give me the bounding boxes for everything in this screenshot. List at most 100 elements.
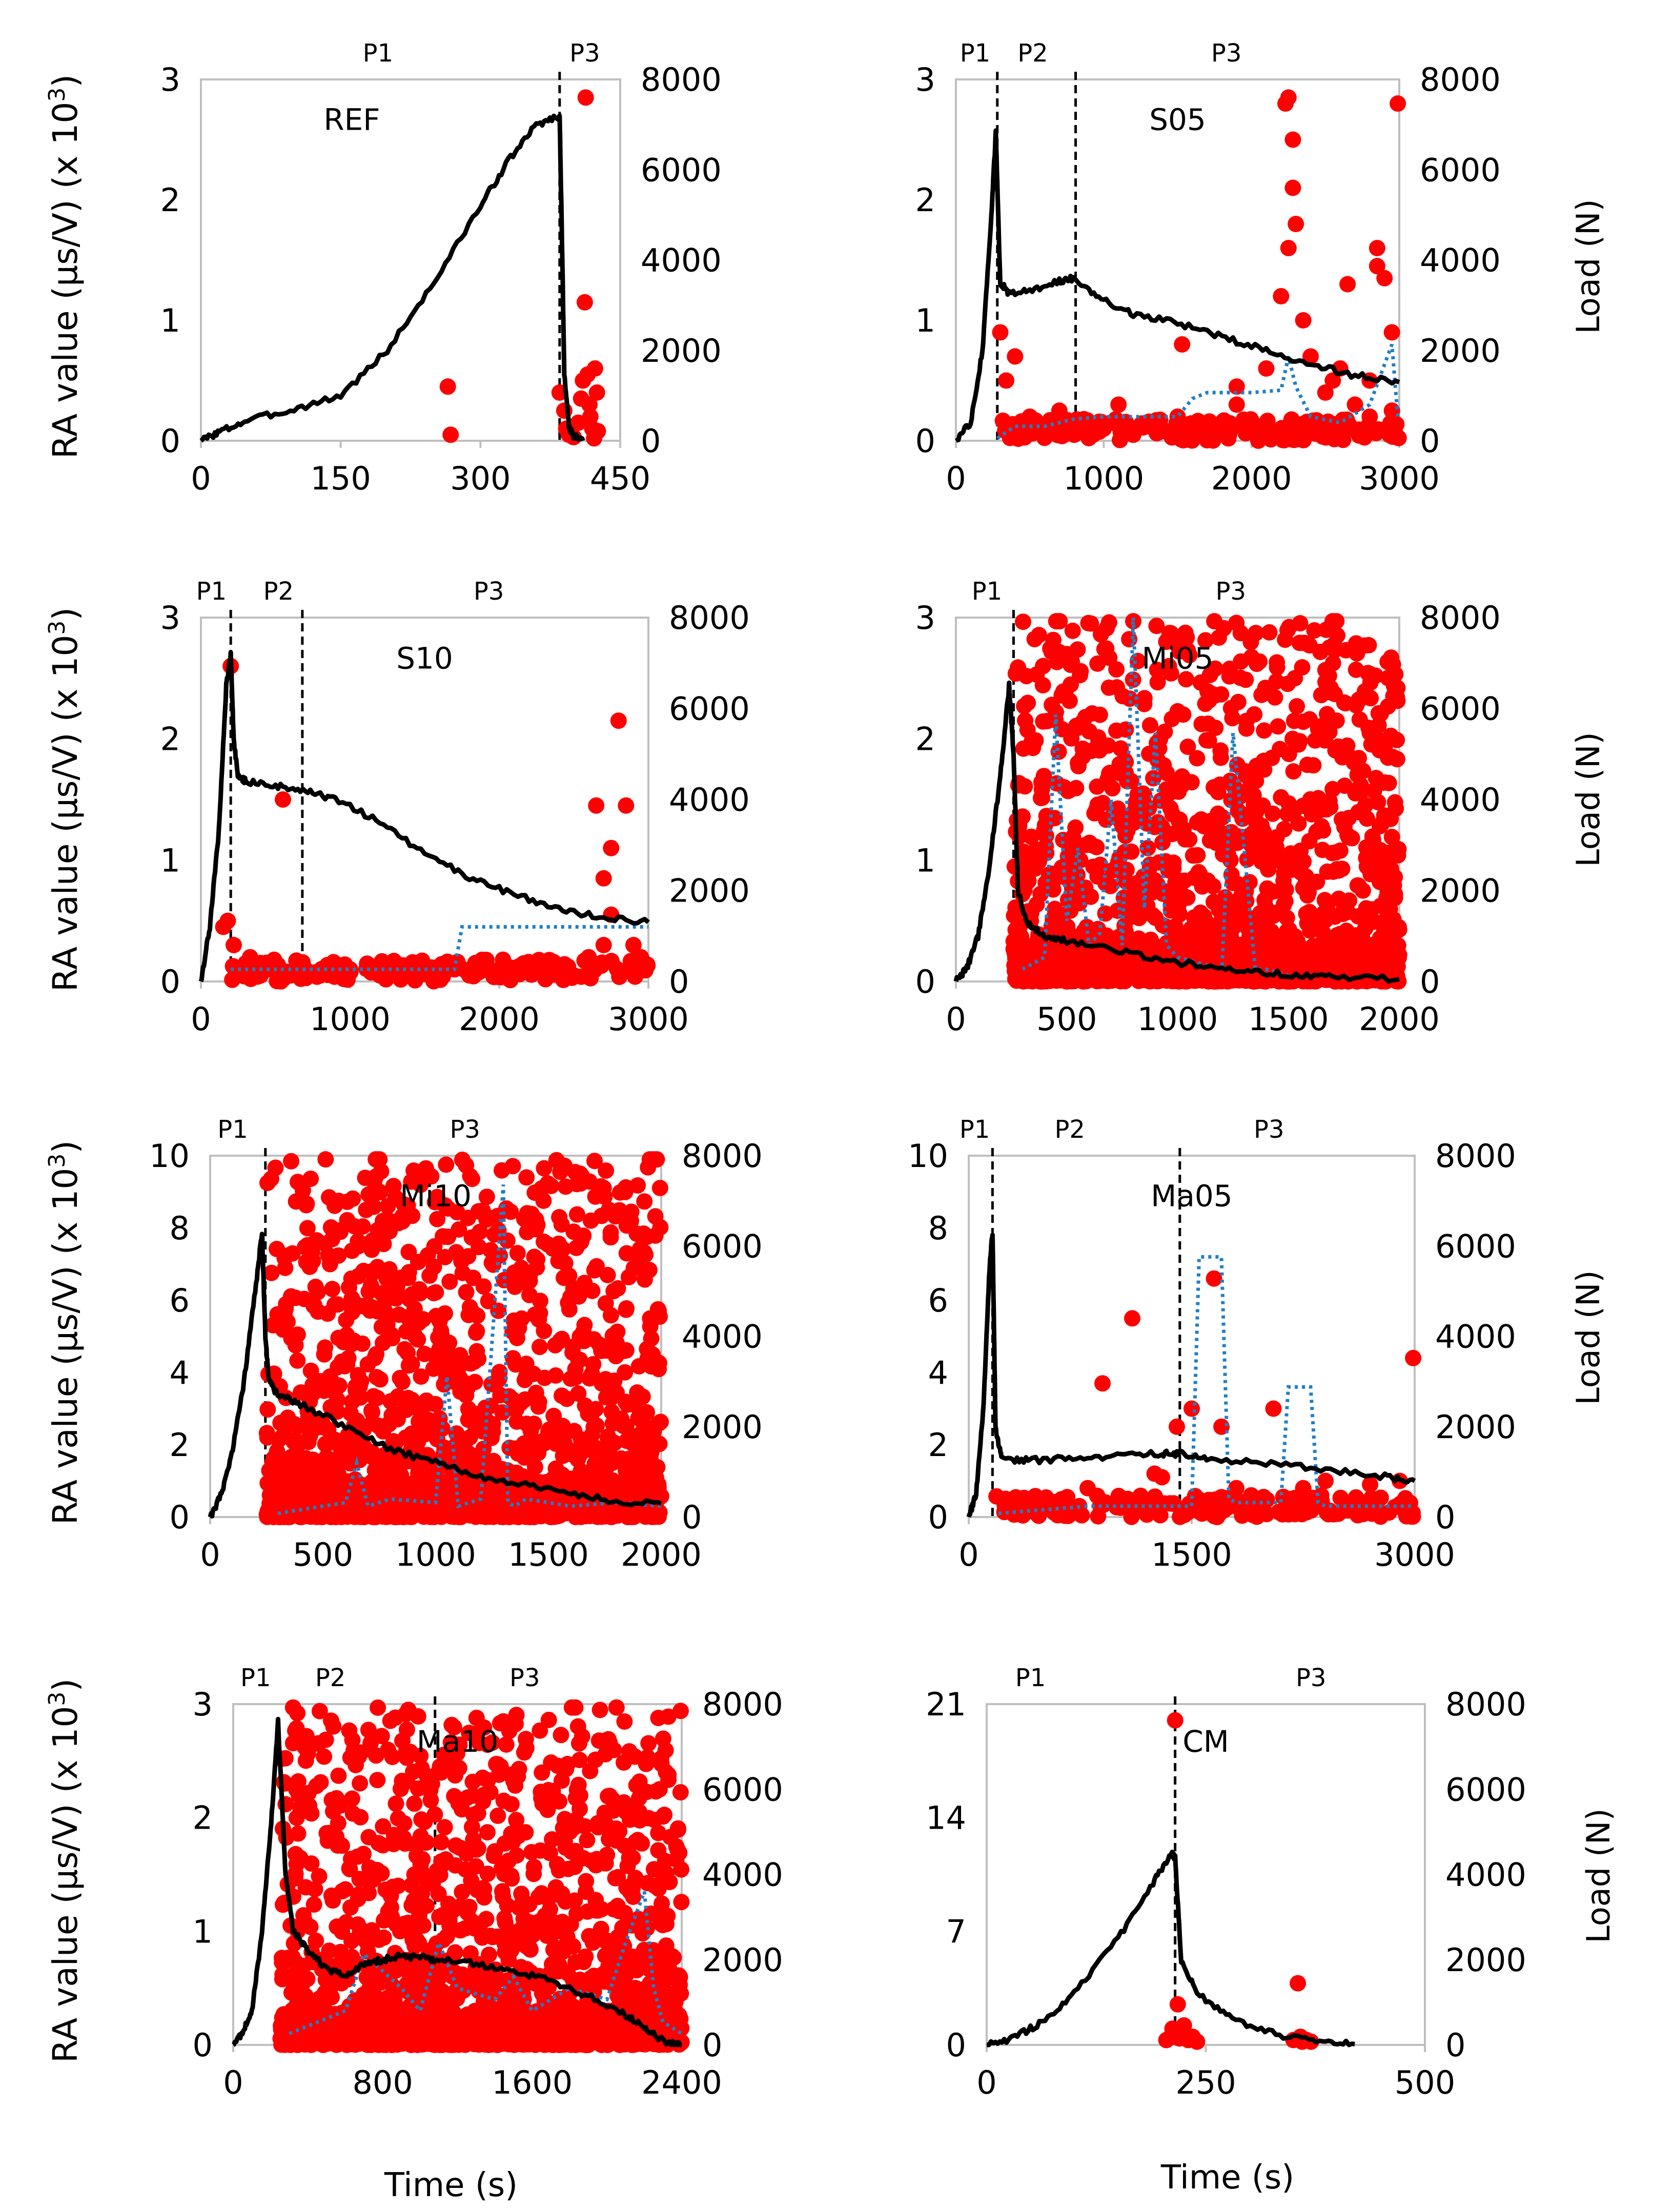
ra-point: [1091, 706, 1108, 723]
ra-point: [1207, 720, 1224, 736]
ra-point: [370, 1418, 387, 1435]
ra-point: [1316, 892, 1333, 909]
ra-point: [595, 937, 612, 953]
ra-point: [640, 1735, 657, 1752]
ra-point: [518, 1367, 535, 1384]
phase-label-p3: P3: [450, 1115, 480, 1144]
ra-point: [609, 1280, 626, 1297]
ra-point: [242, 949, 258, 966]
x-tick-label: 0: [958, 1536, 978, 1573]
ra-point: [493, 1504, 510, 1521]
ra-point: [1192, 674, 1209, 691]
ra-point: [1077, 879, 1094, 896]
ra-point: [372, 967, 389, 984]
ra-point: [1084, 837, 1100, 854]
x-tick-label: 0: [200, 1536, 220, 1573]
ra-point: [1301, 833, 1318, 850]
ra-point: [1031, 972, 1048, 989]
ra-point: [618, 1300, 635, 1317]
ra-point: [550, 961, 567, 978]
x-tick-label: 2000: [1211, 460, 1292, 497]
ra-point: [1313, 821, 1330, 838]
ra-point: [1016, 778, 1033, 795]
ra-point: [1359, 914, 1376, 931]
ra-point: [1317, 912, 1334, 929]
load-curve: [198, 650, 650, 982]
y-right-tick-label: 4000: [1420, 781, 1501, 818]
ra-point: [642, 1450, 659, 1467]
ra-point: [557, 1178, 574, 1195]
x-tick-label: 0: [946, 1000, 966, 1038]
ra-point: [1317, 384, 1334, 401]
ra-point: [1183, 774, 1200, 791]
ra-point: [406, 1502, 423, 1519]
y-left-tick-label: 2: [160, 181, 180, 219]
ra-point: [1100, 679, 1117, 696]
ra-point: [442, 426, 459, 443]
ra-point: [1274, 1506, 1291, 1523]
ra-point: [1036, 420, 1053, 437]
ra-point: [312, 967, 329, 984]
ra-point: [1260, 921, 1277, 938]
ra-point: [611, 1202, 628, 1219]
x-tick-label: 0: [191, 1000, 211, 1038]
y-left-tick-label: 1: [193, 1913, 213, 1950]
ra-point: [618, 797, 635, 814]
ra-point: [552, 1419, 569, 1436]
ra-point: [1246, 796, 1262, 813]
ra-point: [1351, 711, 1368, 728]
ra-point: [1174, 336, 1191, 353]
ra-point: [479, 958, 496, 975]
y-left-tick-label: 3: [915, 61, 935, 98]
ra-point: [1379, 884, 1396, 901]
ra-point: [1019, 694, 1036, 711]
y-left-tick-label: 2: [915, 181, 935, 219]
ra-point: [1285, 763, 1302, 780]
ra-point: [602, 1229, 619, 1246]
ra-point: [1131, 1498, 1148, 1515]
ra-point: [1261, 624, 1278, 641]
y-left-tick-label: 2: [915, 721, 935, 758]
ra-point: [259, 1175, 276, 1191]
ra-point: [522, 1423, 539, 1440]
ra-point: [1030, 627, 1047, 644]
cumulative-ra-line: [231, 925, 648, 971]
ra-point: [1175, 432, 1192, 449]
ra-point: [332, 1223, 349, 1240]
ra-point: [1332, 842, 1349, 859]
ra-point: [363, 1444, 380, 1461]
ra-point: [1089, 778, 1106, 795]
ra-point: [1251, 653, 1268, 670]
ra-point: [1057, 685, 1074, 702]
ra-point: [382, 1393, 399, 1410]
ra-point: [1324, 372, 1341, 389]
ra-point: [547, 1435, 564, 1452]
ra-point: [1253, 817, 1270, 834]
ra-point: [1258, 1491, 1275, 1508]
y-right-tick-label: 0: [1420, 422, 1440, 460]
ra-point: [1390, 847, 1406, 864]
ra-point: [1183, 1400, 1200, 1417]
ra-point: [1206, 1270, 1222, 1287]
ra-point: [1262, 431, 1279, 448]
ra-point: [397, 1395, 414, 1412]
ra-point: [1290, 735, 1307, 752]
y-right-tick-label: 6000: [641, 151, 722, 189]
ra-point: [1164, 826, 1181, 843]
y-left-tick-label: 10: [908, 1137, 948, 1175]
ra-point: [1389, 731, 1405, 748]
ra-point: [1302, 951, 1319, 968]
y-right-tick-label: 2000: [1420, 872, 1501, 910]
y-left-tick-label: 10: [149, 1137, 190, 1175]
ra-point: [1214, 414, 1230, 431]
ra-point: [1389, 692, 1406, 709]
ra-point: [575, 1227, 592, 1244]
ra-point: [1080, 414, 1097, 431]
y-right-tick-label: 2000: [669, 872, 750, 910]
ra-point: [1369, 240, 1385, 256]
ra-point: [1235, 938, 1252, 955]
ra-point: [1091, 742, 1108, 759]
